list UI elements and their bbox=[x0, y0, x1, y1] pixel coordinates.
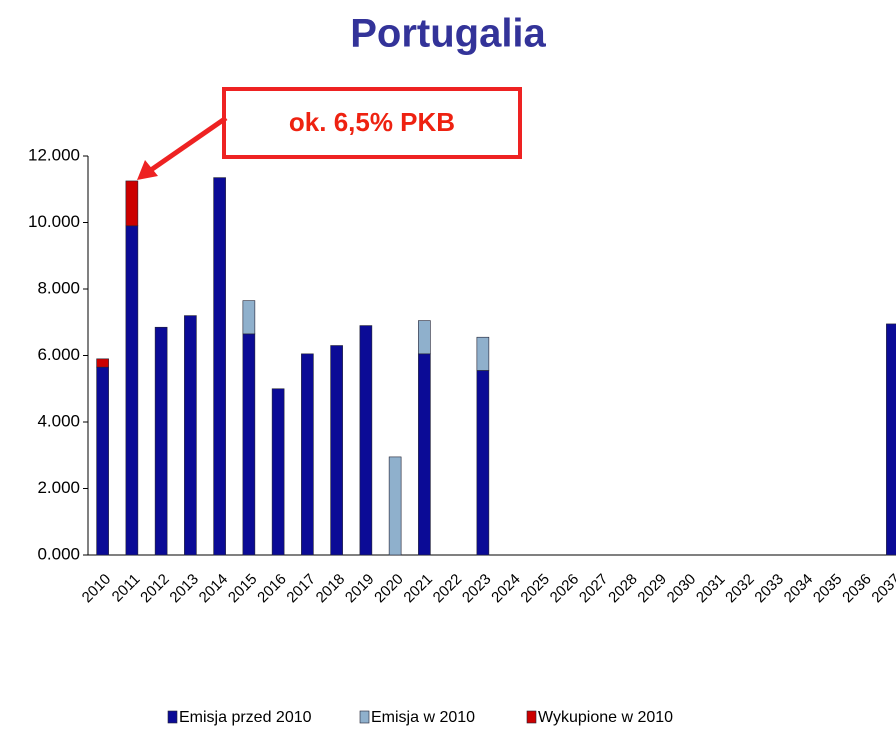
x-tick-label: 2016 bbox=[254, 571, 290, 607]
x-tick-label: 2032 bbox=[722, 571, 758, 607]
y-tick-label: 4.000 bbox=[37, 411, 80, 430]
bar-segment bbox=[388, 456, 402, 556]
x-tick-label: 2013 bbox=[166, 571, 202, 607]
legend-label: Wykupione w 2010 bbox=[538, 709, 673, 726]
x-tick-label: 2010 bbox=[79, 571, 115, 607]
x-tick-label: 2015 bbox=[225, 571, 261, 607]
y-tick-label: 12.000 bbox=[28, 145, 80, 164]
annotation-arrow bbox=[146, 115, 228, 175]
annotation: ok. 6,5% PKB bbox=[289, 107, 455, 137]
bar-segment bbox=[125, 225, 139, 556]
bar-segment bbox=[359, 325, 373, 556]
y-tick-label: 2.000 bbox=[37, 478, 80, 497]
bar-segment bbox=[154, 326, 168, 556]
bar-segment bbox=[242, 333, 256, 556]
bar-segment bbox=[301, 353, 314, 556]
y-tick-label: 6.000 bbox=[37, 345, 80, 364]
x-tick-label: 2019 bbox=[342, 571, 378, 607]
x-tick-label: 2030 bbox=[664, 571, 700, 607]
legend-swatch bbox=[359, 710, 370, 724]
x-tick-label: 2037 bbox=[868, 571, 896, 607]
x-tick-label: 2026 bbox=[547, 571, 583, 607]
chart-title: Portugalia bbox=[350, 12, 546, 56]
x-tick-label: 2017 bbox=[283, 571, 319, 607]
x-tick-label: 2027 bbox=[576, 571, 612, 607]
bar-segment bbox=[330, 345, 343, 556]
legend-label: Emisja przed 2010 bbox=[179, 709, 312, 726]
x-tick-label: 2023 bbox=[459, 571, 495, 607]
legend-swatch bbox=[167, 710, 178, 724]
x-tick-label: 2022 bbox=[430, 571, 466, 607]
x-tick-label: 2035 bbox=[810, 571, 846, 607]
bar-segment bbox=[184, 315, 197, 556]
bar-segment bbox=[418, 353, 431, 556]
bar-segment bbox=[886, 323, 896, 556]
x-tick-label: 2014 bbox=[196, 571, 232, 607]
bar-segment bbox=[418, 320, 431, 355]
x-tick-label: 2020 bbox=[371, 571, 407, 607]
bar-segment bbox=[96, 366, 109, 556]
x-tick-label: 2012 bbox=[137, 571, 173, 607]
x-tick-label: 2036 bbox=[839, 571, 875, 607]
bar-segment bbox=[476, 336, 490, 371]
y-tick-label: 10.000 bbox=[28, 212, 80, 231]
bar-segment bbox=[96, 358, 109, 368]
x-tick-label: 2025 bbox=[517, 571, 553, 607]
legend-swatch bbox=[526, 710, 537, 724]
bar-segment bbox=[271, 388, 285, 556]
x-tick-label: 2011 bbox=[109, 571, 144, 606]
x-tick-label: 2033 bbox=[751, 571, 787, 607]
y-tick-label: 0.000 bbox=[37, 544, 80, 563]
bar-segment bbox=[476, 370, 490, 556]
x-tick-label: 2034 bbox=[781, 571, 817, 607]
bar-segment bbox=[125, 180, 139, 227]
legend-label: Emisja w 2010 bbox=[371, 709, 475, 726]
x-tick-label: 2024 bbox=[488, 571, 524, 607]
y-tick-label: 8.000 bbox=[37, 278, 80, 297]
bar-segment bbox=[213, 177, 226, 556]
x-tick-label: 2029 bbox=[634, 571, 670, 607]
annotation-arrowhead bbox=[137, 160, 158, 180]
x-tick-label: 2031 bbox=[693, 571, 729, 607]
x-tick-label: 2021 bbox=[400, 571, 436, 607]
x-tick-label: 2028 bbox=[605, 571, 641, 607]
x-tick-label: 2018 bbox=[313, 571, 349, 607]
annotation-box bbox=[222, 87, 522, 159]
bar-segment bbox=[242, 300, 256, 335]
